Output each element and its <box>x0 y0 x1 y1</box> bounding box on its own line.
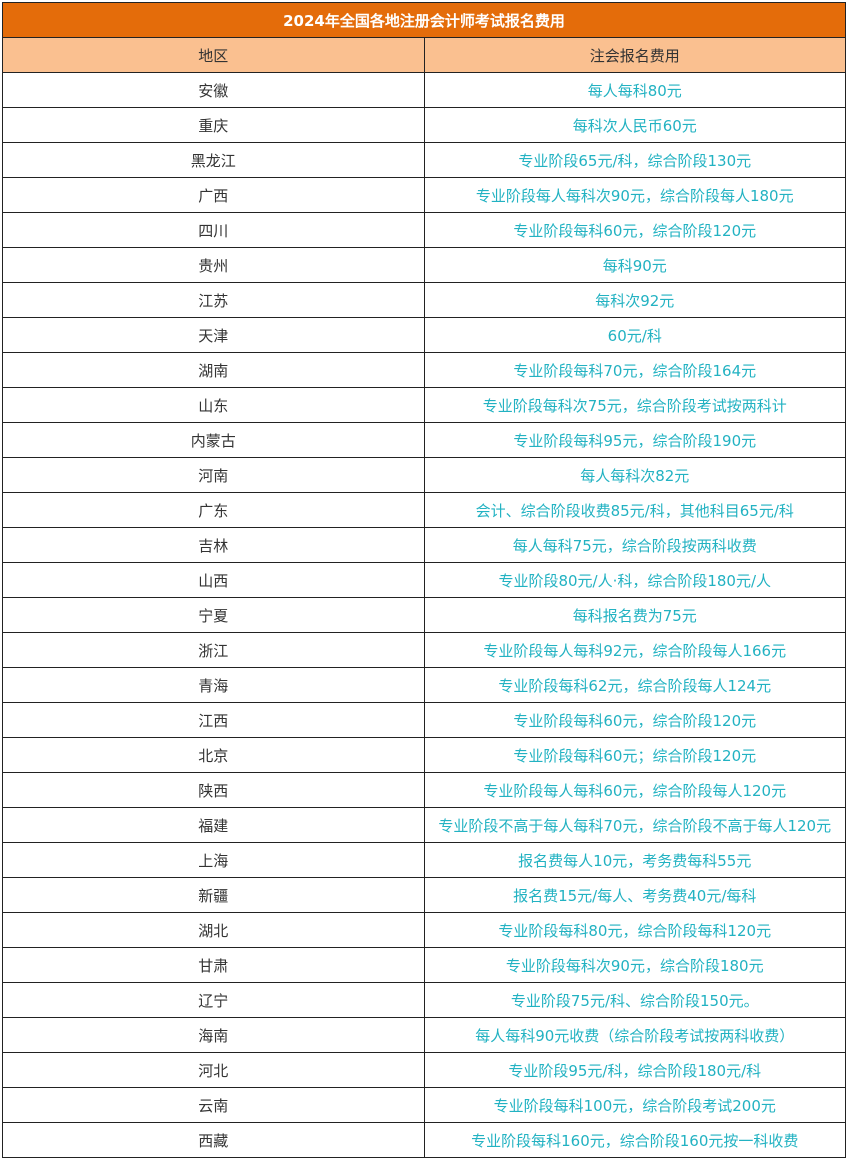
table-row: 北京 专业阶段每科60元；综合阶段120元 <box>2 737 846 773</box>
region-cell: 湖南 <box>2 352 425 388</box>
fee-cell: 每人每科次82元 <box>423 457 846 493</box>
fee-cell: 专业阶段每科60元，综合阶段120元 <box>423 702 846 738</box>
header-region: 地区 <box>2 37 425 73</box>
fee-cell: 专业阶段每科60元；综合阶段120元 <box>423 737 846 773</box>
table-row: 陕西 专业阶段每人每科60元，综合阶段每人120元 <box>2 772 846 808</box>
fee-cell: 每人每科90元收费（综合阶段考试按两科收费） <box>423 1017 846 1053</box>
fee-cell: 专业阶段每科次75元，综合阶段考试按两科计 <box>423 387 846 423</box>
region-cell: 贵州 <box>2 247 425 283</box>
table-row: 青海 专业阶段每科62元，综合阶段每人124元 <box>2 667 846 703</box>
region-cell: 浙江 <box>2 632 425 668</box>
table-row: 上海 报名费每人10元，考务费每科55元 <box>2 842 846 878</box>
fee-cell: 专业阶段每科次90元，综合阶段180元 <box>423 947 846 983</box>
table-row: 重庆 每科次人民币60元 <box>2 107 846 143</box>
region-cell: 广西 <box>2 177 425 213</box>
fee-cell: 报名费15元/每人、考务费40元/每科 <box>423 877 846 913</box>
table-title: 2024年全国各地注册会计师考试报名费用 <box>2 2 846 38</box>
fee-cell: 会计、综合阶段收费85元/科，其他科目65元/科 <box>423 492 846 528</box>
region-cell: 西藏 <box>2 1122 425 1158</box>
fee-cell: 每科次92元 <box>423 282 846 318</box>
table-row: 贵州 每科90元 <box>2 247 846 283</box>
table-row: 河北 专业阶段95元/科，综合阶段180元/科 <box>2 1052 846 1088</box>
region-cell: 山西 <box>2 562 425 598</box>
region-cell: 山东 <box>2 387 425 423</box>
fee-cell: 60元/科 <box>423 317 846 353</box>
table-row: 甘肃 专业阶段每科次90元，综合阶段180元 <box>2 947 846 983</box>
region-cell: 宁夏 <box>2 597 425 633</box>
fee-cell: 专业阶段每科60元，综合阶段120元 <box>423 212 846 248</box>
fee-cell: 每科报名费为75元 <box>423 597 846 633</box>
table-row: 浙江 专业阶段每人每科92元，综合阶段每人166元 <box>2 632 846 668</box>
fee-cell: 专业阶段每人每科次90元，综合阶段每人180元 <box>423 177 846 213</box>
region-cell: 黑龙江 <box>2 142 425 178</box>
region-cell: 河北 <box>2 1052 425 1088</box>
fee-cell: 专业阶段95元/科，综合阶段180元/科 <box>423 1052 846 1088</box>
region-cell: 江苏 <box>2 282 425 318</box>
fee-cell: 专业阶段每科100元，综合阶段考试200元 <box>423 1087 846 1123</box>
region-cell: 新疆 <box>2 877 425 913</box>
header-row: 地区 注会报名费用 <box>2 37 846 73</box>
table-row: 湖南 专业阶段每科70元，综合阶段164元 <box>2 352 846 388</box>
region-cell: 河南 <box>2 457 425 493</box>
table-row: 山西 专业阶段80元/人·科，综合阶段180元/人 <box>2 562 846 598</box>
fee-cell: 专业阶段每人每科92元，综合阶段每人166元 <box>423 632 846 668</box>
fee-cell: 专业阶段每科62元，综合阶段每人124元 <box>423 667 846 703</box>
region-cell: 安徽 <box>2 72 425 108</box>
region-cell: 辽宁 <box>2 982 425 1018</box>
table-title-row: 2024年全国各地注册会计师考试报名费用 <box>2 2 846 38</box>
region-cell: 四川 <box>2 212 425 248</box>
table-row: 海南 每人每科90元收费（综合阶段考试按两科收费） <box>2 1017 846 1053</box>
table-row: 四川 专业阶段每科60元，综合阶段120元 <box>2 212 846 248</box>
table-row: 江苏 每科次92元 <box>2 282 846 318</box>
region-cell: 重庆 <box>2 107 425 143</box>
fee-cell: 每科90元 <box>423 247 846 283</box>
region-cell: 北京 <box>2 737 425 773</box>
fee-cell: 专业阶段65元/科，综合阶段130元 <box>423 142 846 178</box>
region-cell: 福建 <box>2 807 425 843</box>
fee-cell: 专业阶段每科95元，综合阶段190元 <box>423 422 846 458</box>
region-cell: 陕西 <box>2 772 425 808</box>
table-row: 福建 专业阶段不高于每人每科70元，综合阶段不高于每人120元 <box>2 807 846 843</box>
table-row: 西藏 专业阶段每科160元，综合阶段160元按一科收费 <box>2 1122 846 1158</box>
fee-cell: 专业阶段每科80元，综合阶段每科120元 <box>423 912 846 948</box>
table-row: 黑龙江 专业阶段65元/科，综合阶段130元 <box>2 142 846 178</box>
table-row: 宁夏 每科报名费为75元 <box>2 597 846 633</box>
fee-cell: 专业阶段75元/科、综合阶段150元。 <box>423 982 846 1018</box>
table-row: 内蒙古 专业阶段每科95元，综合阶段190元 <box>2 422 846 458</box>
table-row: 天津 60元/科 <box>2 317 846 353</box>
region-cell: 海南 <box>2 1017 425 1053</box>
table-row: 江西 专业阶段每科60元，综合阶段120元 <box>2 702 846 738</box>
fee-cell: 专业阶段不高于每人每科70元，综合阶段不高于每人120元 <box>423 807 846 843</box>
table-row: 吉林 每人每科75元，综合阶段按两科收费 <box>2 527 846 563</box>
header-fee: 注会报名费用 <box>423 37 846 73</box>
table-row: 广东 会计、综合阶段收费85元/科，其他科目65元/科 <box>2 492 846 528</box>
table-row: 湖北 专业阶段每科80元，综合阶段每科120元 <box>2 912 846 948</box>
region-cell: 内蒙古 <box>2 422 425 458</box>
fee-cell: 专业阶段80元/人·科，综合阶段180元/人 <box>423 562 846 598</box>
fee-cell: 专业阶段每科70元，综合阶段164元 <box>423 352 846 388</box>
fee-cell: 每人每科80元 <box>423 72 846 108</box>
region-cell: 江西 <box>2 702 425 738</box>
region-cell: 云南 <box>2 1087 425 1123</box>
table-row: 辽宁 专业阶段75元/科、综合阶段150元。 <box>2 982 846 1018</box>
table-row: 新疆 报名费15元/每人、考务费40元/每科 <box>2 877 846 913</box>
fee-cell: 每科次人民币60元 <box>423 107 846 143</box>
table-row: 广西 专业阶段每人每科次90元，综合阶段每人180元 <box>2 177 846 213</box>
region-cell: 上海 <box>2 842 425 878</box>
region-cell: 天津 <box>2 317 425 353</box>
region-cell: 吉林 <box>2 527 425 563</box>
table-row: 云南 专业阶段每科100元，综合阶段考试200元 <box>2 1087 846 1123</box>
region-cell: 青海 <box>2 667 425 703</box>
fee-cell: 每人每科75元，综合阶段按两科收费 <box>423 527 846 563</box>
table-row: 河南 每人每科次82元 <box>2 457 846 493</box>
table-row: 山东 专业阶段每科次75元，综合阶段考试按两科计 <box>2 387 846 423</box>
fee-cell: 报名费每人10元，考务费每科55元 <box>423 842 846 878</box>
region-cell: 甘肃 <box>2 947 425 983</box>
table-row: 安徽 每人每科80元 <box>2 72 846 108</box>
region-cell: 广东 <box>2 492 425 528</box>
fee-cell: 专业阶段每科160元，综合阶段160元按一科收费 <box>423 1122 846 1158</box>
region-cell: 湖北 <box>2 912 425 948</box>
fee-cell: 专业阶段每人每科60元，综合阶段每人120元 <box>423 772 846 808</box>
